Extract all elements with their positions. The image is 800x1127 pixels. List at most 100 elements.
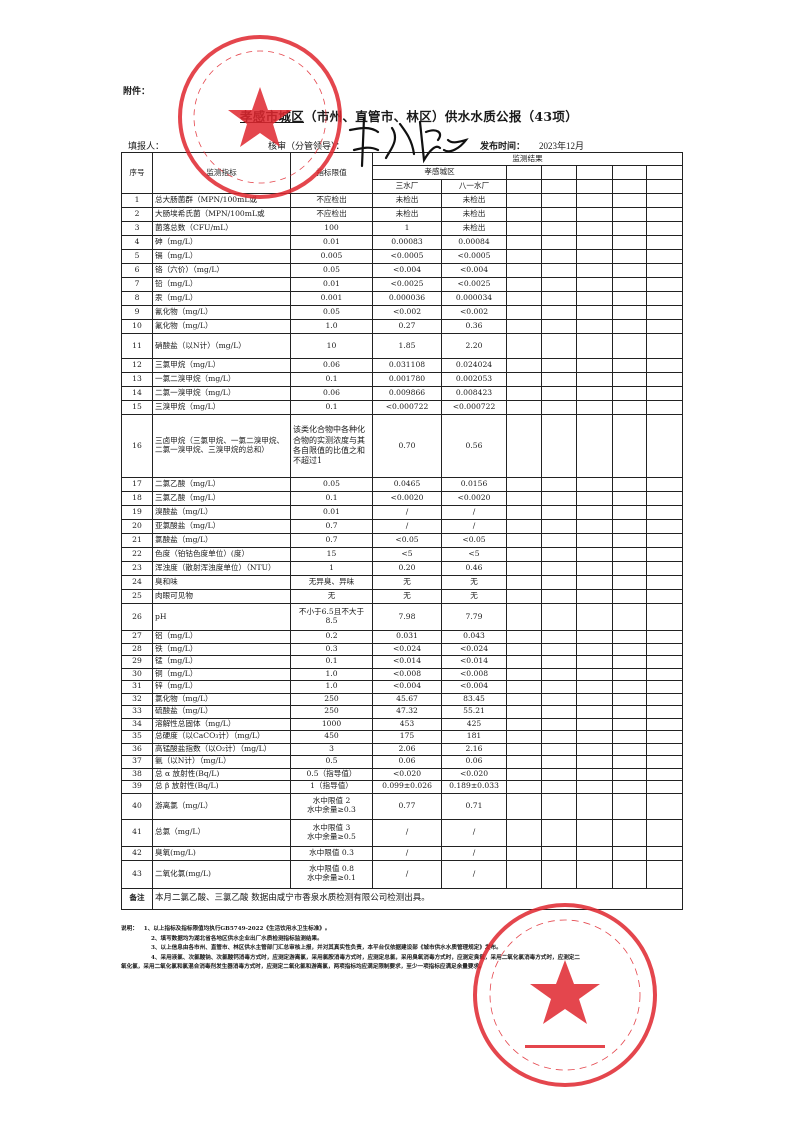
empty-cell xyxy=(541,263,577,278)
empty-cell xyxy=(506,165,542,180)
result-bayi: / xyxy=(441,845,507,861)
row-number: 39 xyxy=(121,780,153,794)
empty-cell xyxy=(612,680,647,694)
row-number: 13 xyxy=(121,372,153,387)
empty-cell xyxy=(506,477,542,492)
empty-cell xyxy=(506,667,542,681)
empty-cell xyxy=(576,792,613,820)
limit-value: 不小于6.5且不大于8.5 xyxy=(290,603,373,631)
empty-cell xyxy=(541,692,577,706)
row-number: 34 xyxy=(121,717,153,731)
empty-cell xyxy=(646,319,683,334)
empty-cell xyxy=(646,333,683,359)
row-number: 24 xyxy=(121,575,153,590)
empty-cell xyxy=(612,859,647,889)
result-sanshui: 0.001780 xyxy=(372,372,442,387)
empty-cell xyxy=(646,165,683,180)
empty-cell xyxy=(506,505,542,520)
table-row: 26 pH 不小于6.5且不大于8.5 7.98 7.79 xyxy=(121,603,683,631)
empty-cell xyxy=(646,221,683,236)
empty-cell xyxy=(576,333,613,359)
empty-cell xyxy=(506,358,542,373)
limit-value: 0.5（指导值） xyxy=(290,767,373,781)
row-number: 43 xyxy=(121,859,153,889)
empty-cell xyxy=(576,491,613,506)
indicator-name: 镉（mg/L） xyxy=(152,249,291,264)
result-bayi: <0.014 xyxy=(441,655,507,669)
indicator-name: 三氯甲烷（mg/L） xyxy=(152,358,291,373)
indicator-name: 溶解性总固体（mg/L） xyxy=(152,717,291,731)
empty-cell xyxy=(506,859,542,889)
empty-cell xyxy=(541,386,577,401)
empty-cell xyxy=(646,193,683,208)
empty-cell xyxy=(646,358,683,373)
result-sanshui: / xyxy=(372,505,442,520)
limit-value: 250 xyxy=(290,705,373,719)
empty-cell xyxy=(612,400,647,415)
limit-value: 1（指导值） xyxy=(290,780,373,794)
empty-cell xyxy=(541,630,577,644)
table-row: 24 臭和味 无异臭、异味无无 xyxy=(121,575,683,590)
empty-cell xyxy=(646,667,683,681)
result-bayi: 0.56 xyxy=(441,414,507,478)
result-sanshui: 1 xyxy=(372,221,442,236)
result-sanshui: <5 xyxy=(372,547,442,562)
empty-cell xyxy=(646,372,683,387)
limit-value: 0.05 xyxy=(290,477,373,492)
empty-cell xyxy=(646,818,683,847)
note-item: 氧化氯，采用二氧化氯和氯混合消毒剂发生器消毒方式时，应测定二氧化氯和游离氯，两项… xyxy=(121,964,485,971)
result-bayi: 0.00084 xyxy=(441,235,507,250)
result-sanshui: 0.27 xyxy=(372,319,442,334)
company-seal-top xyxy=(178,35,342,199)
table-row: 37 氨（以N计）（mg/L） 0.5 0.06 0.06 xyxy=(121,755,683,769)
indicator-name: 肉眼可见物 xyxy=(152,589,291,604)
empty-cell xyxy=(576,263,613,278)
indicator-name: 一氯二溴甲烷（mg/L） xyxy=(152,372,291,387)
result-sanshui: 7.98 xyxy=(372,603,442,631)
empty-cell xyxy=(612,705,647,719)
result-sanshui: 0.031108 xyxy=(372,358,442,373)
result-sanshui: 0.06 xyxy=(372,755,442,769)
table-row: 7 铅（mg/L） 0.01 <0.0025 <0.0025 xyxy=(121,277,683,292)
empty-cell xyxy=(646,305,683,320)
table-row: 34 溶解性总固体（mg/L） 1000 453 425 xyxy=(121,717,683,731)
empty-cell xyxy=(646,692,683,706)
empty-cell xyxy=(506,319,542,334)
result-bayi: 无 xyxy=(441,575,507,590)
signature xyxy=(348,116,469,168)
publish-info: 发布时间： 2023年12月 xyxy=(480,139,584,152)
result-sanshui: 0.20 xyxy=(372,561,442,576)
empty-cell xyxy=(646,755,683,769)
row-number: 25 xyxy=(121,589,153,604)
indicator-name: 硫酸盐（mg/L） xyxy=(152,705,291,719)
empty-cell xyxy=(506,249,542,264)
result-bayi: 0.06 xyxy=(441,755,507,769)
row-number: 6 xyxy=(121,263,153,278)
empty-cell xyxy=(646,400,683,415)
table-row: 21 氯酸盐（mg/L） 0.7 <0.05 <0.05 xyxy=(121,533,683,548)
row-number: 4 xyxy=(121,235,153,250)
empty-cell xyxy=(576,730,613,744)
result-sanshui: 0.099±0.026 xyxy=(372,780,442,794)
empty-cell xyxy=(646,505,683,520)
limit-value: 1 xyxy=(290,561,373,576)
empty-cell xyxy=(506,767,542,781)
table-row: 8 汞（mg/L） 0.001 0.000036 0.000034 xyxy=(121,291,683,306)
result-bayi: 0.002053 xyxy=(441,372,507,387)
row-number: 7 xyxy=(121,277,153,292)
empty-cell xyxy=(506,333,542,359)
row-number: 32 xyxy=(121,692,153,706)
empty-cell xyxy=(541,305,577,320)
empty-cell xyxy=(576,845,613,861)
limit-value: 1000 xyxy=(290,717,373,731)
row-number: 31 xyxy=(121,680,153,694)
result-sanshui: 无 xyxy=(372,575,442,590)
empty-cell xyxy=(612,193,647,208)
limit-value: 0.1 xyxy=(290,400,373,415)
indicator-name: 总硬度（以CaCO₃计）（mg/L） xyxy=(152,730,291,744)
empty-cell xyxy=(541,755,577,769)
header-limit: 指标限值 xyxy=(290,152,373,194)
empty-cell xyxy=(541,519,577,534)
indicator-name: 氨（以N计）（mg/L） xyxy=(152,755,291,769)
empty-cell xyxy=(541,400,577,415)
